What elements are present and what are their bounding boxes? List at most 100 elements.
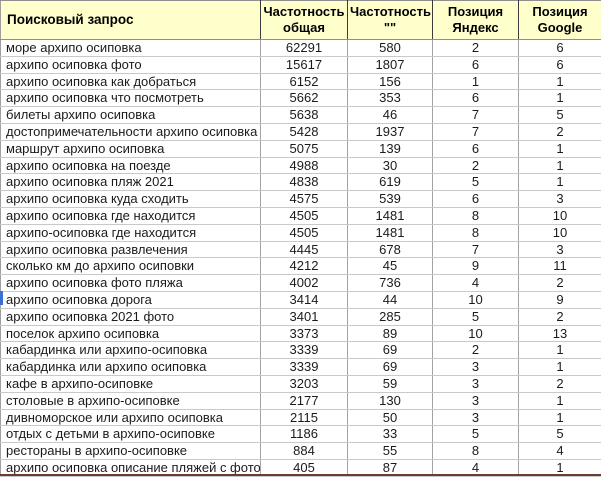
cell-position-yandex[interactable]: 6 [432,56,519,74]
cell-frequency-total[interactable]: 3203 [260,375,348,393]
cell-query[interactable]: архипо-осиповка где находится [0,224,261,242]
header-frequency-exact[interactable]: Частотность "" [347,0,433,40]
cell-position-yandex[interactable]: 6 [432,190,519,208]
cell-position-google[interactable]: 1 [518,409,601,427]
header-search-query[interactable]: Поисковый запрос [0,0,261,40]
cell-frequency-exact[interactable]: 50 [347,409,433,427]
cell-position-google[interactable]: 3 [518,241,601,259]
cell-frequency-total[interactable]: 5662 [260,89,348,108]
cell-frequency-exact[interactable]: 89 [347,325,433,343]
cell-query[interactable]: архипо осиповка описание пляжей с фото [0,459,261,477]
cell-frequency-total[interactable]: 4988 [260,157,348,175]
cell-frequency-total[interactable]: 3339 [260,358,348,376]
cell-frequency-exact[interactable]: 59 [347,375,433,393]
cell-position-yandex[interactable]: 1 [432,73,519,91]
cell-position-google[interactable]: 2 [518,375,601,393]
cell-frequency-exact[interactable]: 285 [347,308,433,326]
cell-position-google[interactable]: 9 [518,291,601,309]
cell-position-yandex[interactable]: 3 [432,409,519,427]
cell-position-yandex[interactable]: 2 [432,157,519,175]
cell-frequency-exact[interactable]: 1807 [347,56,433,74]
cell-frequency-exact[interactable]: 33 [347,425,433,444]
cell-position-google[interactable]: 10 [518,207,601,225]
cell-position-yandex[interactable]: 10 [432,325,519,343]
cell-query[interactable]: кабардинка или архипо-осиповка [0,341,261,360]
cell-frequency-exact[interactable]: 353 [347,89,433,108]
cell-frequency-exact[interactable]: 1937 [347,123,433,141]
cell-position-yandex[interactable]: 7 [432,123,519,141]
cell-frequency-exact[interactable]: 69 [347,341,433,360]
cell-frequency-exact[interactable]: 539 [347,190,433,208]
cell-frequency-total[interactable]: 884 [260,442,348,460]
cell-position-google[interactable]: 1 [518,173,601,192]
cell-frequency-total[interactable]: 4505 [260,224,348,242]
cell-query[interactable]: кафе в архипо-осиповке [0,375,261,393]
cell-position-google[interactable]: 6 [518,56,601,74]
cell-position-google[interactable]: 2 [518,123,601,141]
cell-frequency-exact[interactable]: 139 [347,140,433,158]
cell-frequency-total[interactable]: 4212 [260,257,348,276]
cell-position-yandex[interactable]: 9 [432,257,519,276]
cell-query[interactable]: архипо осиповка 2021 фото [0,308,261,326]
cell-frequency-total[interactable]: 3401 [260,308,348,326]
cell-query[interactable]: билеты архипо осиповка [0,106,261,124]
cell-frequency-total[interactable]: 1186 [260,425,348,444]
cell-frequency-total[interactable]: 2115 [260,409,348,427]
cell-position-google[interactable]: 4 [518,442,601,460]
cell-position-yandex[interactable]: 8 [432,224,519,242]
cell-frequency-total[interactable]: 5428 [260,123,348,141]
cell-query[interactable]: архипо осиповка развлечения [0,241,261,259]
cell-position-yandex[interactable]: 3 [432,392,519,410]
cell-frequency-exact[interactable]: 130 [347,392,433,410]
cell-position-yandex[interactable]: 8 [432,207,519,225]
cell-position-google[interactable]: 1 [518,89,601,108]
cell-query[interactable]: достопримечательности архипо осиповка [0,123,261,141]
cell-frequency-total[interactable]: 6152 [260,73,348,91]
cell-position-google[interactable]: 5 [518,106,601,124]
cell-query[interactable]: архипо осиповка где находится [0,207,261,225]
cell-frequency-exact[interactable]: 46 [347,106,433,124]
cell-position-google[interactable]: 2 [518,274,601,292]
cell-frequency-total[interactable]: 4575 [260,190,348,208]
cell-frequency-exact[interactable]: 619 [347,173,433,192]
cell-position-google[interactable]: 3 [518,190,601,208]
cell-frequency-total[interactable]: 4505 [260,207,348,225]
cell-frequency-total[interactable]: 5638 [260,106,348,124]
cell-query[interactable]: кабардинка или архипо осиповка [0,358,261,376]
cell-frequency-exact[interactable]: 1481 [347,224,433,242]
cell-query[interactable]: архипо осиповка фото [0,56,261,74]
cell-position-google[interactable]: 1 [518,341,601,360]
cell-frequency-exact[interactable]: 69 [347,358,433,376]
cell-frequency-total[interactable]: 4838 [260,173,348,192]
cell-frequency-total[interactable]: 62291 [260,39,348,57]
cell-position-yandex[interactable]: 5 [432,173,519,192]
cell-position-yandex[interactable]: 6 [432,140,519,158]
cell-query[interactable]: архипо осиповка куда сходить [0,190,261,208]
cell-position-google[interactable]: 1 [518,157,601,175]
cell-frequency-total[interactable]: 3414 [260,291,348,309]
cell-query[interactable]: архипо осиповка как добраться [0,73,261,91]
header-position-google[interactable]: Позиция Google [518,0,601,40]
cell-query[interactable]: архипо осиповка что посмотреть [0,89,261,108]
cell-position-yandex[interactable]: 8 [432,442,519,460]
cell-position-yandex[interactable]: 7 [432,241,519,259]
cell-frequency-total[interactable]: 4445 [260,241,348,259]
cell-position-google[interactable]: 13 [518,325,601,343]
cell-position-yandex[interactable]: 5 [432,425,519,444]
header-position-yandex[interactable]: Позиция Яндекс [432,0,519,40]
cell-position-google[interactable]: 11 [518,257,601,276]
cell-position-google[interactable]: 1 [518,73,601,91]
cell-position-google[interactable]: 1 [518,140,601,158]
cell-frequency-exact[interactable]: 678 [347,241,433,259]
cell-position-yandex[interactable]: 3 [432,375,519,393]
cell-query[interactable]: архипо осиповка дорога [0,291,261,309]
cell-frequency-total[interactable]: 3339 [260,341,348,360]
cell-position-yandex[interactable]: 7 [432,106,519,124]
header-frequency-total[interactable]: Частотность общая [260,0,348,40]
cell-position-yandex[interactable]: 3 [432,358,519,376]
cell-query[interactable]: архипо осиповка на поезде [0,157,261,175]
cell-query[interactable]: архипо осиповка фото пляжа [0,274,261,292]
cell-frequency-exact[interactable]: 55 [347,442,433,460]
cell-position-google[interactable]: 2 [518,308,601,326]
cell-frequency-exact[interactable]: 1481 [347,207,433,225]
